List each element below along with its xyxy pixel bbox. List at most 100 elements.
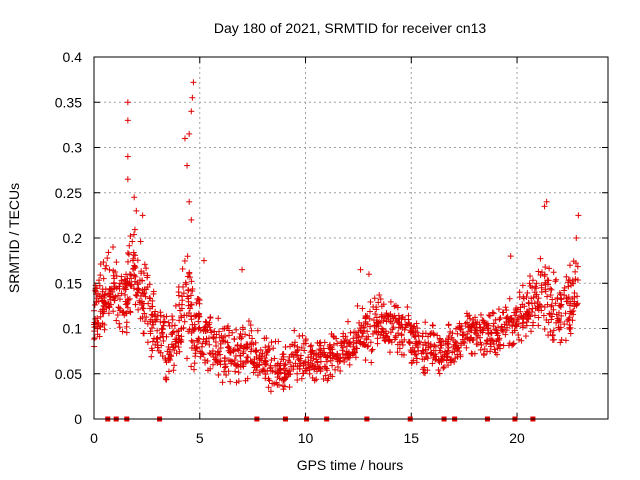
data-point <box>430 330 437 337</box>
data-point <box>567 324 574 331</box>
data-point <box>569 277 576 284</box>
data-point <box>497 314 504 321</box>
data-point <box>429 360 436 367</box>
data-point <box>367 298 374 305</box>
data-point <box>105 300 112 307</box>
data-point <box>132 301 139 308</box>
data-point <box>187 305 194 312</box>
data-point <box>250 369 257 376</box>
data-point <box>115 292 122 299</box>
data-point <box>340 354 347 361</box>
data-point <box>107 290 114 297</box>
data-point <box>291 339 298 346</box>
data-point <box>295 356 302 363</box>
data-point <box>210 361 217 368</box>
y-tick-label: 0.4 <box>63 49 83 65</box>
data-point <box>574 263 581 270</box>
data-point <box>516 289 523 296</box>
data-point <box>508 314 515 321</box>
data-point <box>527 273 534 280</box>
data-point <box>124 117 131 124</box>
data-point <box>257 347 264 354</box>
data-point <box>466 315 473 322</box>
data-point <box>211 328 218 335</box>
data-point <box>184 253 191 260</box>
data-point <box>272 362 279 369</box>
data-point <box>357 266 364 273</box>
x-tick-label: 10 <box>298 430 314 446</box>
data-point <box>144 339 151 346</box>
data-point <box>394 304 401 311</box>
data-point <box>132 292 139 299</box>
data-point <box>413 320 420 327</box>
data-point <box>571 289 578 296</box>
data-point <box>520 295 527 302</box>
data-point <box>185 328 192 335</box>
data-point <box>170 344 177 351</box>
data-point <box>110 308 117 315</box>
data-point <box>572 268 579 275</box>
data-point <box>408 359 415 366</box>
data-point <box>529 305 536 312</box>
data-point <box>270 345 277 352</box>
data-point <box>124 258 131 265</box>
data-point <box>356 339 363 346</box>
data-point <box>435 367 442 374</box>
data-point <box>193 299 200 306</box>
data-point <box>186 198 193 205</box>
data-point <box>494 335 501 342</box>
data-point <box>568 282 575 289</box>
data-point <box>391 336 398 343</box>
data-point <box>116 280 123 287</box>
data-point <box>148 325 155 332</box>
data-point <box>292 360 299 367</box>
data-point <box>497 341 504 348</box>
data-point <box>97 272 104 279</box>
data-point <box>240 348 247 355</box>
data-point <box>196 348 203 355</box>
data-point <box>171 362 178 369</box>
y-tick-label: 0.1 <box>63 321 83 337</box>
data-point <box>547 328 554 335</box>
data-point <box>125 251 132 258</box>
data-point <box>524 315 531 322</box>
data-point <box>114 312 121 319</box>
data-point <box>280 353 287 360</box>
chart-title: Day 180 of 2021, SRMTID for receiver cn1… <box>214 20 487 36</box>
y-tick-label: 0.3 <box>63 140 83 156</box>
data-point <box>325 375 332 382</box>
data-point <box>188 337 195 344</box>
data-point <box>200 257 207 264</box>
data-point <box>419 366 426 373</box>
data-point <box>239 324 246 331</box>
data-point <box>548 286 555 293</box>
data-point <box>427 343 434 350</box>
data-point <box>370 303 377 310</box>
data-point <box>225 356 232 363</box>
data-point <box>111 279 118 286</box>
data-point <box>195 318 202 325</box>
data-point <box>172 302 179 309</box>
data-point <box>336 358 343 365</box>
data-point <box>557 295 564 302</box>
data-point <box>179 297 186 304</box>
data-point <box>191 366 198 373</box>
data-point <box>487 348 494 355</box>
data-point <box>371 295 378 302</box>
data-point <box>367 323 374 330</box>
data-point <box>316 346 323 353</box>
data-point <box>313 376 320 383</box>
data-point <box>240 360 247 367</box>
data-point <box>261 367 268 374</box>
data-point <box>148 345 155 352</box>
data-point <box>281 374 288 381</box>
data-point <box>414 325 421 332</box>
data-point <box>243 359 250 366</box>
data-point <box>358 322 365 329</box>
data-point <box>268 339 275 346</box>
data-point <box>465 323 472 330</box>
data-point <box>538 289 545 296</box>
data-point <box>189 288 196 295</box>
data-point <box>533 285 540 292</box>
data-point <box>160 333 167 340</box>
